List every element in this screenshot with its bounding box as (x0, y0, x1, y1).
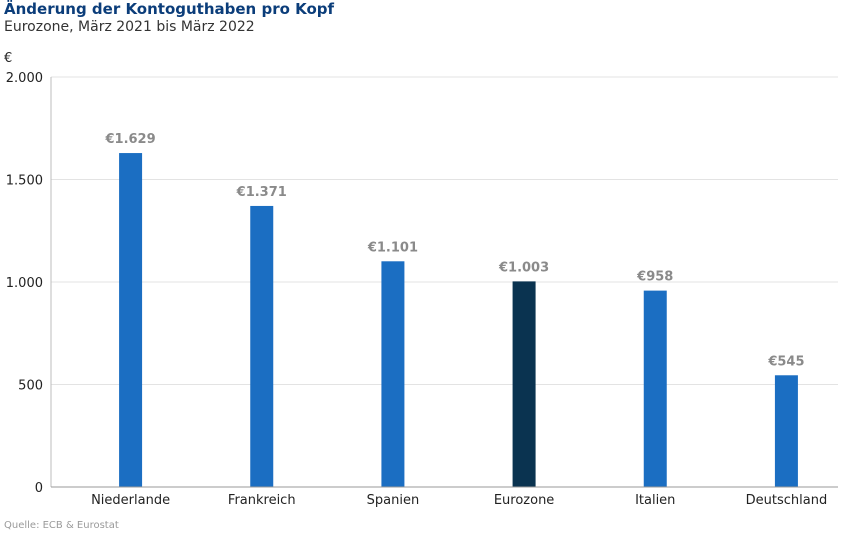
value-label: €545 (767, 354, 804, 369)
x-tick-label: Spanien (367, 493, 420, 508)
value-labels: €1.629 €1.371 €1.101 €1.003 €958 €545 (104, 132, 804, 369)
x-axis-labels: Niederlande Frankreich Spanien Eurozone Ital… (91, 493, 827, 508)
value-label: €958 (636, 270, 673, 285)
value-label: €1.003 (498, 260, 549, 275)
bar (250, 205, 274, 487)
bar (512, 281, 536, 487)
x-tick-label: Deutschland (746, 493, 828, 508)
bar (381, 261, 405, 487)
x-tick-label: Eurozone (494, 493, 554, 508)
bars (119, 153, 798, 487)
x-tick-label: Niederlande (91, 493, 170, 508)
bar (643, 290, 667, 487)
value-label: €1.629 (104, 132, 155, 147)
x-tick-label: Italien (635, 493, 675, 508)
chart-title: Änderung der Kontoguthaben pro Kopf (4, 0, 335, 18)
y-tick-label: 500 (18, 379, 43, 394)
value-label: €1.101 (367, 240, 418, 255)
y-tick-label: 0 (35, 481, 43, 496)
gridlines (51, 76, 838, 385)
x-tick-label: Frankreich (228, 493, 296, 508)
bar (119, 153, 143, 487)
source-note: Quelle: ECB & Eurostat (4, 520, 119, 531)
value-label: €1.371 (236, 185, 287, 200)
y-tick-label: 2.000 (6, 71, 43, 86)
y-tick-label: 1.000 (6, 276, 43, 291)
bar (774, 375, 798, 487)
y-tick-label: 1.500 (6, 174, 43, 189)
y-axis-unit-label: € (4, 51, 12, 66)
y-axis-ticks: 0 500 1.000 1.500 2.000 (6, 71, 43, 496)
chart-subtitle: Eurozone, März 2021 bis März 2022 (4, 19, 255, 35)
